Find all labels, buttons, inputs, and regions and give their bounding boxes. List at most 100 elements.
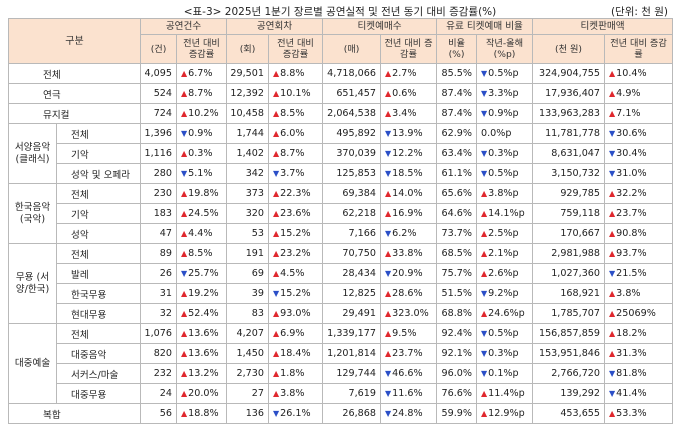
table-cell: 323.0% (379, 303, 438, 324)
table-cell: 24.5% (176, 203, 227, 224)
header-sub: (천 원) (532, 34, 606, 64)
table-cell: 2,981,988 (532, 243, 606, 264)
row-label: 기악 (56, 203, 141, 224)
table-cell: 27 (226, 383, 269, 404)
table-row: 발레2625.7%694.5%28,43420.9%75.7%2.6%p1,02… (9, 263, 674, 284)
header-group: 유료 티켓예매 비율 (436, 18, 534, 35)
table-body: 전체4,0956.7%29,5018.8%4,718,0662.7%85.5%0… (8, 63, 674, 424)
table-cell: 3.8% (268, 383, 323, 404)
table-cell: 10.1% (268, 83, 323, 104)
table-cell: 230 (140, 183, 177, 204)
table-cell: 19.2% (176, 283, 227, 304)
table-cell: 89 (140, 243, 177, 264)
table-cell: 0.1%p (476, 363, 534, 384)
table-cell: 133,963,283 (532, 103, 606, 124)
table-cell: 6.2% (379, 223, 438, 244)
unit-label: (단위: 천 원) (610, 6, 668, 18)
table-cell: 0.9%p (476, 103, 534, 124)
table-cell: 0.3%p (476, 343, 534, 364)
table-cell: 32 (140, 303, 177, 324)
table-cell: 191 (226, 243, 269, 264)
table-cell: 26,868 (322, 403, 381, 424)
table-cell: 53.3% (604, 403, 674, 424)
table-row: 무용 (서양/한국)전체898.5%19123.2%70,75033.8%68.… (8, 243, 674, 324)
table-row: 뮤지컬72410.2%10,4588.5%2,064,5383.4%87.4%0… (8, 103, 674, 124)
table-cell: 1,450 (226, 343, 269, 364)
table-cell: 1,116 (140, 143, 177, 164)
category-label: 대중예술 (8, 323, 57, 404)
table-cell: 524 (140, 83, 177, 104)
table-cell: 16.9% (379, 203, 438, 224)
table-row: 복합5618.8%13626.1%26,86824.8%59.9%12.9%p4… (8, 403, 674, 424)
table-cell: 8,631,047 (532, 143, 606, 164)
table-cell: 20.0% (176, 383, 227, 404)
table-cell: 1,027,360 (532, 263, 606, 284)
table-cell: 68.8% (436, 303, 478, 324)
category-label: 서양음악 (클래식) (8, 123, 57, 184)
header-group: 공연회차 (226, 18, 323, 35)
table-cell: 73.7% (436, 223, 478, 244)
table-cell: 69,384 (322, 183, 381, 204)
table-cell: 29,501 (226, 63, 269, 84)
table-cell: 0.3% (176, 143, 227, 164)
category-label: 한국음악 (국악) (8, 183, 57, 244)
header-sub: 작년-올해 (%p) (476, 34, 534, 64)
table-cell: 2,730 (226, 363, 269, 384)
table-cell: 5.1% (176, 163, 227, 184)
row-label: 연극 (8, 83, 141, 104)
table-cell: 83 (226, 303, 269, 324)
table-cell: 85.5% (436, 63, 478, 84)
table-cell: 0.9% (176, 123, 227, 144)
table-cell: 23.7% (379, 343, 438, 364)
table-cell: 22.3% (268, 183, 323, 204)
table-cell: 8.5% (268, 103, 323, 124)
table-cell: 2.6%p (476, 263, 534, 284)
table-cell: 342 (226, 163, 269, 184)
table-cell: 18.2% (604, 323, 674, 344)
table-cell: 1,785,707 (532, 303, 606, 324)
table-cell: 11.6% (379, 383, 438, 404)
row-label: 서커스/마술 (56, 363, 141, 384)
performance-table: 구분 공연건수 공연회차 티켓예매수 유료 티켓예매 비율 티켓판매액 (건) … (8, 18, 674, 424)
table-cell: 8.8% (268, 63, 323, 84)
table-row: 대중음악82013.6%1,45018.4%1,201,81423.7%92.1… (9, 343, 674, 364)
table-cell: 87.4% (436, 103, 478, 124)
table-cell: 11,781,778 (532, 123, 606, 144)
table-cell: 4.5% (268, 263, 323, 284)
table-cell: 3.8%p (476, 183, 534, 204)
table-cell: 820 (140, 343, 177, 364)
table-cell: 13.9% (379, 123, 438, 144)
table-cell: 324,904,755 (532, 63, 606, 84)
header-sub: (매) (322, 34, 381, 64)
table-row: 성악 및 오페라2805.1%3423.7%125,85318.5%61.1%0… (9, 163, 674, 184)
table-cell: 13.6% (176, 323, 227, 344)
table-cell: 29,491 (322, 303, 381, 324)
table-cell: 18.4% (268, 343, 323, 364)
header-group: 공연건수 (140, 18, 227, 35)
table-row: 한국음악 (국악)전체23019.8%37322.3%69,38414.0%65… (8, 183, 674, 244)
row-label: 기악 (56, 143, 141, 164)
table-cell: 28.6% (379, 283, 438, 304)
table-cell: 64.6% (436, 203, 478, 224)
table-row: 연극5248.7%12,39210.1%651,4570.6%87.4%3.3%… (8, 83, 674, 104)
table-cell: 24 (140, 383, 177, 404)
table-cell: 2,064,538 (322, 103, 381, 124)
table-cell: 41.4% (604, 383, 674, 404)
table-row: 기악1,1160.3%1,4028.7%370,03912.2%63.4%0.3… (9, 143, 674, 164)
table-cell: 30.6% (604, 123, 674, 144)
table-cell: 3.8% (604, 283, 674, 304)
table-cell: 6.0% (268, 123, 323, 144)
table-cell: 24.6%p (476, 303, 534, 324)
table-cell: 3.4% (379, 103, 438, 124)
table-cell: 12.2% (379, 143, 438, 164)
table-cell: 61.1% (436, 163, 478, 184)
table-row: 기악18324.5%32023.6%62,21816.9%64.6%14.1%p… (9, 203, 674, 224)
table-cell: 9.2%p (476, 283, 534, 304)
table-cell: 0.3%p (476, 143, 534, 164)
table-cell: 92.1% (436, 343, 478, 364)
table-cell: 68.5% (436, 243, 478, 264)
table-cell: 12,825 (322, 283, 381, 304)
table-cell: 31.3% (604, 343, 674, 364)
row-label: 전체 (56, 123, 141, 144)
table-cell: 15.2% (268, 283, 323, 304)
